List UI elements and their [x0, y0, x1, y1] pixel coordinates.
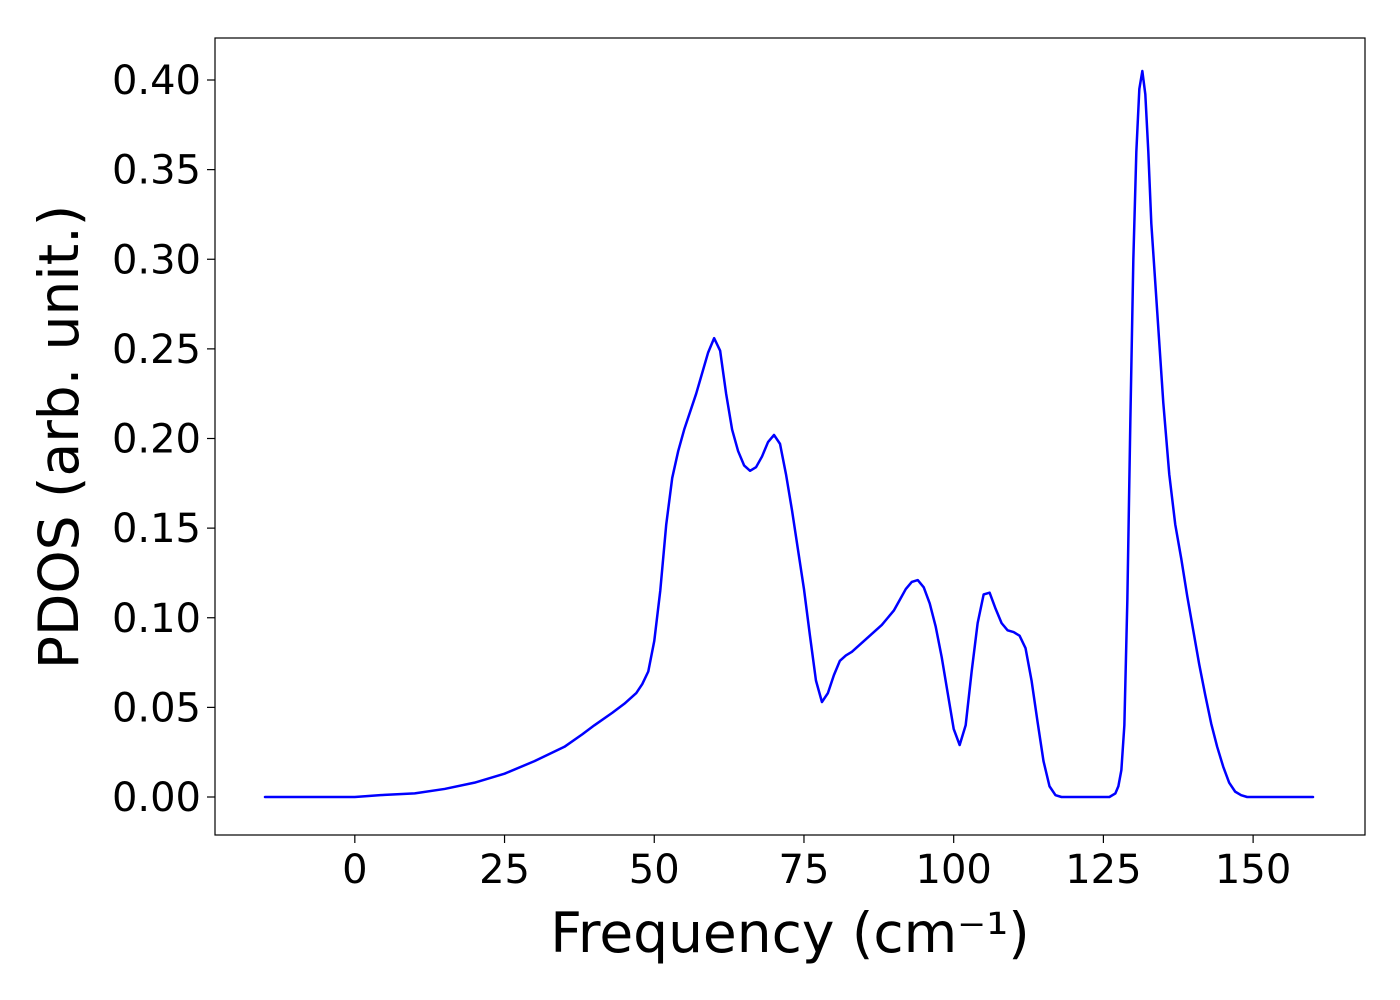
x-tick-label-3: 75: [779, 847, 830, 893]
plot-frame: [214, 37, 1366, 836]
series-layer: [263, 69, 1315, 799]
x-tick-label-4: 100: [916, 847, 992, 893]
x-tick-label-6: 150: [1215, 847, 1291, 893]
y-tick-label-4: 0.20: [112, 417, 201, 463]
y-tick-label-0: 0.00: [112, 775, 201, 821]
series-line-0: [263, 69, 1315, 799]
x-tick-label-0: 0: [342, 847, 367, 893]
y-tick-label-7: 0.35: [112, 148, 201, 194]
x-tick-label-1: 25: [479, 847, 530, 893]
y-tick-label-3: 0.15: [112, 506, 201, 552]
y-tick-label-8: 0.40: [112, 58, 201, 104]
y-tick-label-5: 0.25: [112, 327, 201, 373]
x-tick-label-5: 125: [1065, 847, 1141, 893]
y-tick-label-6: 0.30: [112, 237, 201, 283]
y-axis-ticks: 0.00 0.05 0.10 0.15 0.20 0.25 0.30 0.35 0.40: [112, 58, 215, 821]
x-tick-label-2: 50: [629, 847, 680, 893]
y-axis-label: PDOS (arb. unit.): [27, 205, 91, 669]
plot-area: [215, 38, 1365, 835]
y-tick-label-2: 0.10: [112, 596, 201, 642]
y-tick-label-1: 0.05: [112, 685, 201, 731]
x-axis-ticks: 0 25 50 75 100 125 150: [342, 835, 1291, 893]
x-axis-label: Frequency (cm⁻¹): [550, 901, 1029, 965]
